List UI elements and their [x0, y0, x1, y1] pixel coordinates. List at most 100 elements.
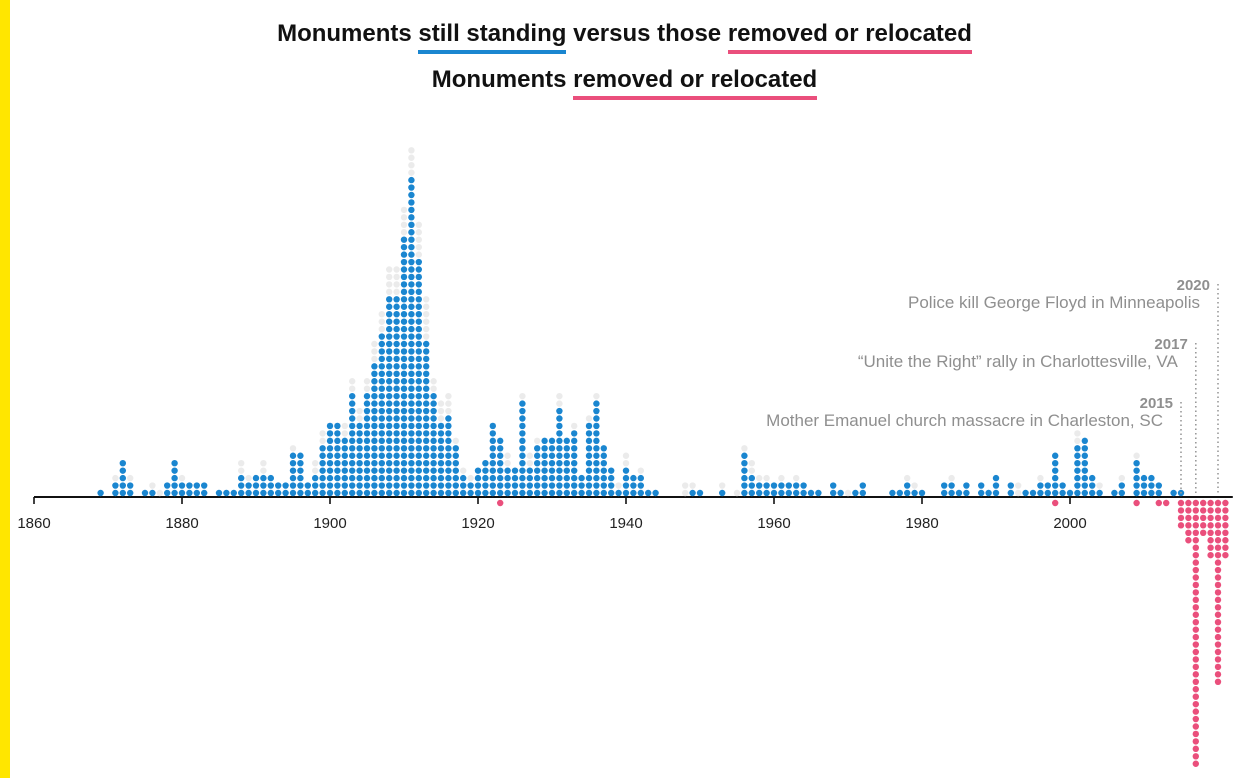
- ghost-dot: [408, 147, 415, 154]
- standing-dot: [386, 385, 393, 392]
- ghost-dot: [526, 452, 533, 459]
- removed-dot: [1214, 522, 1222, 529]
- standing-dot: [112, 489, 119, 497]
- standing-dot: [830, 482, 837, 489]
- annotation-text: “Unite the Right” rally in Charlottesvil…: [858, 352, 1179, 371]
- standing-dot: [756, 489, 763, 497]
- standing-dot: [918, 489, 926, 497]
- standing-dot: [349, 415, 356, 422]
- standing-dot: [741, 460, 748, 467]
- ghost-dot: [127, 474, 134, 482]
- standing-dot: [363, 452, 371, 459]
- standing-dot: [445, 445, 452, 452]
- standing-dot: [408, 370, 415, 377]
- standing-dot: [408, 385, 415, 392]
- standing-dot: [489, 474, 496, 482]
- standing-dot: [371, 415, 378, 422]
- standing-dot: [460, 474, 467, 482]
- standing-dot: [415, 281, 422, 288]
- standing-dot: [556, 407, 563, 415]
- standing-dot: [400, 243, 408, 251]
- removed-dot: [1133, 499, 1140, 507]
- x-tick-label: 1960: [757, 515, 790, 532]
- standing-dot: [400, 370, 408, 377]
- standing-dot: [400, 474, 408, 482]
- standing-dot: [400, 251, 408, 258]
- removed-dot: [1185, 537, 1192, 544]
- standing-dot: [474, 482, 482, 489]
- removed-dot: [1192, 738, 1200, 745]
- standing-dot: [415, 273, 422, 281]
- standing-dot: [571, 452, 578, 459]
- standing-dot: [408, 422, 415, 430]
- standing-dot: [859, 489, 866, 497]
- standing-dot: [585, 482, 593, 489]
- ghost-dot: [393, 266, 400, 273]
- standing-dot: [178, 489, 186, 497]
- standing-dot: [312, 489, 319, 497]
- standing-dot: [778, 489, 785, 497]
- standing-dot: [349, 430, 356, 437]
- standing-dot: [482, 489, 489, 497]
- standing-dot: [452, 467, 459, 474]
- standing-dot: [445, 482, 452, 489]
- standing-dot: [378, 489, 385, 497]
- removed-dot: [1185, 522, 1192, 529]
- removed-dot: [1185, 514, 1192, 522]
- standing-dot: [319, 489, 326, 497]
- standing-dot: [1140, 482, 1148, 489]
- removed-dot: [1192, 566, 1200, 574]
- standing-dot: [400, 400, 408, 407]
- standing-dot: [1052, 452, 1059, 459]
- standing-dot: [393, 460, 400, 467]
- standing-dot: [992, 482, 1000, 489]
- standing-dot: [356, 422, 363, 430]
- standing-dot: [904, 489, 911, 497]
- standing-dot: [400, 311, 408, 318]
- standing-dot: [400, 392, 408, 400]
- standing-dot: [948, 482, 955, 489]
- removed-dot: [1200, 514, 1207, 522]
- removed-dot: [1192, 499, 1200, 507]
- standing-dot: [423, 422, 430, 430]
- standing-dot: [415, 489, 422, 497]
- standing-dot: [437, 467, 445, 474]
- standing-dot: [356, 467, 363, 474]
- removed-dot: [1192, 551, 1200, 559]
- standing-dot: [430, 489, 437, 497]
- standing-dot: [756, 482, 763, 489]
- removed-dot: [1214, 671, 1222, 678]
- standing-dot: [408, 273, 415, 281]
- standing-dot: [393, 333, 400, 340]
- standing-dot: [497, 474, 504, 482]
- standing-dot: [1044, 489, 1052, 497]
- standing-dot: [400, 415, 408, 422]
- standing-dot: [1052, 489, 1059, 497]
- ghost-dot: [556, 392, 563, 400]
- standing-dot: [593, 437, 600, 445]
- standing-dot: [408, 243, 415, 251]
- standing-dot: [445, 474, 452, 482]
- standing-dot: [171, 460, 178, 467]
- standing-dot: [356, 474, 363, 482]
- standing-dot: [319, 445, 326, 452]
- standing-dot: [600, 460, 607, 467]
- standing-dot: [326, 452, 334, 459]
- standing-dot: [741, 482, 748, 489]
- ghost-dot: [423, 311, 430, 318]
- standing-dot: [408, 303, 415, 310]
- standing-dot: [556, 489, 563, 497]
- standing-dot: [622, 482, 630, 489]
- ghost-dot: [844, 489, 852, 497]
- ghost-dot: [1074, 437, 1081, 445]
- ghost-dot: [400, 221, 408, 228]
- standing-dot: [400, 482, 408, 489]
- standing-dot: [334, 482, 341, 489]
- ghost-dot: [423, 318, 430, 325]
- annotation-year: 2020: [1177, 277, 1210, 294]
- subtitle-prefix: Monuments: [431, 66, 574, 93]
- ghost-dot: [460, 467, 467, 474]
- ghost-dot: [319, 430, 326, 437]
- standing-dot: [452, 489, 459, 497]
